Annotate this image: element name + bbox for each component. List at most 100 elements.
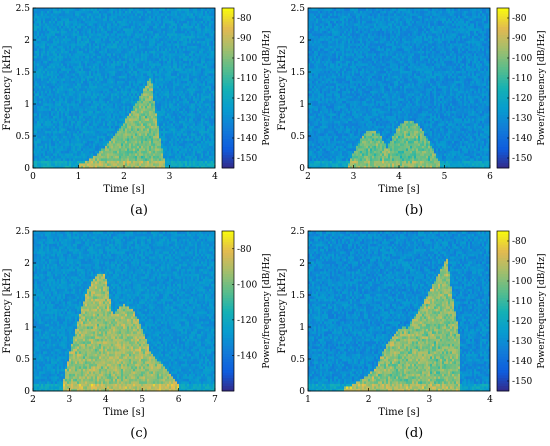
spectrogram-cell	[167, 110, 170, 114]
spectrogram-cell	[151, 48, 154, 51]
spectrogram-cell	[83, 160, 86, 164]
spectrogram-cell	[171, 63, 174, 66]
spectrogram-cell	[109, 105, 112, 109]
spectrogram-cell	[181, 135, 184, 139]
spectrogram-cell	[121, 135, 124, 139]
spectrogram-cell	[43, 58, 46, 61]
spectrogram-cell	[87, 35, 90, 39]
spectrogram-cell	[185, 78, 188, 81]
spectrogram-cell	[37, 90, 40, 94]
spectrogram-cell	[181, 103, 184, 106]
spectrogram-cell	[163, 165, 166, 169]
spectrogram-cell	[149, 13, 152, 16]
spectrogram-cell	[107, 78, 110, 81]
spectrogram-cell	[131, 160, 134, 164]
spectrogram-cell	[187, 48, 190, 51]
spectrogram-cell	[79, 33, 82, 36]
spectrogram-cell	[89, 10, 92, 14]
spectrogram-cell	[177, 93, 180, 96]
spectrogram-cell	[155, 120, 158, 124]
spectrogram-cell	[137, 163, 140, 166]
spectrogram-cell	[39, 100, 42, 104]
spectrogram-cell	[53, 155, 56, 159]
spectrogram-cell	[139, 10, 142, 14]
spectrogram-cell	[179, 48, 182, 51]
spectrogram-cell	[97, 140, 100, 144]
spectrogram-cell	[101, 118, 104, 121]
spectrogram-cell	[45, 120, 48, 124]
spectrogram-cell	[149, 155, 152, 159]
spectrogram-cell	[173, 13, 176, 16]
spectrogram-cell	[71, 123, 74, 126]
spectrogram-cell	[131, 68, 134, 71]
spectrogram-cell	[151, 103, 154, 106]
spectrogram-cell	[119, 60, 122, 64]
spectrogram-cell	[103, 43, 106, 46]
spectrogram-cell	[171, 53, 174, 56]
spectrogram-cell	[119, 145, 122, 149]
spectrogram-cell	[183, 125, 186, 129]
spectrogram-cell	[39, 33, 42, 36]
spectrogram-cell	[107, 70, 110, 74]
spectrogram-cell	[87, 125, 90, 129]
spectrogram-cell	[187, 10, 190, 14]
spectrogram-cell	[33, 35, 36, 39]
spectrogram-cell	[159, 115, 162, 119]
spectrogram-cell	[161, 50, 164, 54]
spectrogram-cell	[153, 80, 156, 84]
spectrogram-cell	[101, 98, 104, 101]
spectrogram-cell	[71, 155, 74, 159]
spectrogram-cell	[157, 58, 160, 61]
spectrogram-cell	[119, 110, 122, 114]
spectrogram-cell	[83, 90, 86, 94]
spectrogram-cell	[95, 160, 98, 164]
spectrogram-cell	[157, 98, 160, 101]
spectrogram-cell	[33, 143, 36, 146]
spectrogram-cell	[105, 18, 108, 21]
spectrogram-cell	[177, 130, 180, 134]
spectrogram-cell	[143, 10, 146, 14]
spectrogram-cell	[87, 105, 90, 109]
spectrogram-cell	[139, 70, 142, 74]
spectrogram-cell	[99, 90, 102, 94]
spectrogram-cell	[53, 160, 56, 164]
spectrogram-cell	[51, 130, 54, 134]
spectrogram-cell	[107, 143, 110, 146]
spectrogram-cell	[175, 130, 178, 134]
spectrogram-cell	[173, 28, 176, 31]
spectrogram-cell	[35, 165, 38, 169]
spectrogram-cell	[89, 95, 92, 99]
spectrogram-cell	[103, 85, 106, 89]
spectrogram-cell	[83, 135, 86, 139]
spectrogram-cell	[173, 20, 176, 24]
spectrogram-cell	[101, 125, 104, 129]
spectrogram-cell	[129, 68, 132, 71]
spectrogram-cell	[145, 143, 148, 146]
spectrogram-cell	[81, 40, 84, 44]
spectrogram-cell	[109, 115, 112, 119]
spectrogram-cell	[93, 138, 96, 141]
spectrogram-cell	[81, 165, 84, 169]
spectrogram-cell	[41, 30, 44, 34]
spectrogram-cell	[39, 148, 42, 151]
spectrogram-cell	[149, 20, 152, 24]
spectrogram-cell	[123, 73, 126, 76]
spectrogram-cell	[101, 158, 104, 161]
spectrogram-cell	[93, 93, 96, 96]
spectrogram-cell	[105, 53, 108, 56]
spectrogram-cell	[143, 58, 146, 61]
spectrogram-cell	[63, 105, 66, 109]
spectrogram-cell	[137, 105, 140, 109]
spectrogram-cell	[165, 25, 168, 29]
spectrogram-cell	[79, 93, 82, 96]
spectrogram-cell	[35, 98, 38, 101]
spectrogram-cell	[45, 95, 48, 99]
spectrogram-cell	[163, 140, 166, 144]
spectrogram-cell	[153, 128, 156, 131]
spectrogram-cell	[57, 43, 60, 46]
spectrogram-cell	[59, 158, 62, 161]
spectrogram-cell	[173, 10, 176, 14]
spectrogram-cell	[151, 163, 154, 166]
spectrogram-cell	[95, 140, 98, 144]
spectrogram-cell	[45, 163, 48, 166]
